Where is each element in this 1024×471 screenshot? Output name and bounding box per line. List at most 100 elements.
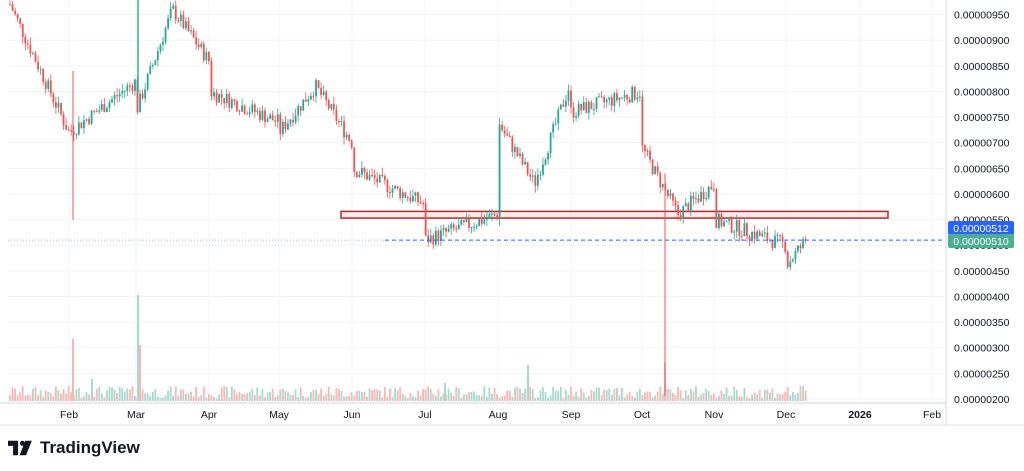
volume-bar	[144, 393, 147, 401]
volume-bar	[452, 395, 455, 401]
volume-bar	[42, 396, 45, 401]
volume-bar	[529, 386, 532, 401]
candle-body	[702, 191, 705, 200]
candle-body	[167, 18, 169, 29]
candle-body	[292, 119, 294, 123]
volume-bar	[562, 397, 565, 401]
candle-body	[552, 123, 555, 133]
candle-body	[394, 185, 396, 189]
candle-body	[590, 101, 593, 110]
volume-bar	[580, 388, 583, 401]
candle-body	[442, 228, 445, 231]
time-tick-label: Mar	[127, 409, 146, 421]
price-tick-label: 0.00000250	[954, 368, 1010, 380]
candle-body	[781, 236, 784, 242]
candle-body	[100, 104, 103, 111]
volume-bar	[167, 390, 169, 401]
candle-body	[651, 159, 654, 174]
volume-bar	[230, 386, 233, 401]
volume-bar	[447, 388, 450, 401]
volume-bar	[151, 391, 154, 401]
volume-bar	[343, 396, 345, 401]
candle-body	[353, 147, 356, 172]
volume-bar	[49, 392, 52, 401]
volume-bar	[786, 387, 789, 401]
volume-bar	[508, 390, 511, 401]
candle-body	[649, 151, 651, 160]
volume-bar	[348, 396, 351, 401]
candle-body	[786, 251, 789, 268]
candle-body	[559, 104, 562, 110]
volume-bar	[248, 391, 251, 401]
volume-bar	[159, 397, 162, 401]
volume-bar	[572, 395, 575, 401]
candle-body	[80, 122, 83, 129]
candle-body	[67, 129, 70, 131]
candle-body	[223, 98, 226, 104]
volume-bar	[312, 389, 315, 401]
candle-body	[213, 92, 215, 97]
candle-body	[483, 219, 486, 224]
candle-body	[554, 123, 557, 125]
candle-body	[358, 174, 361, 178]
volume-bar	[735, 389, 738, 401]
candle-body	[136, 79, 139, 113]
volume-bar	[445, 394, 447, 401]
candle-body	[271, 114, 274, 121]
candle-body	[348, 134, 351, 141]
volume-bar	[659, 386, 662, 401]
candle-body	[457, 224, 460, 230]
candle-body	[536, 174, 539, 186]
candle-body	[251, 104, 254, 113]
candle-body	[779, 234, 781, 237]
volume-bar	[131, 386, 134, 401]
volume-bar	[753, 392, 756, 401]
volume-bar	[740, 396, 743, 401]
candle-body	[70, 130, 73, 132]
candle-body	[52, 93, 55, 103]
volume-bar-spike	[72, 339, 74, 401]
volume-bar	[62, 389, 65, 401]
volume-bar	[32, 388, 34, 401]
price-tick-label: 0.00000950	[954, 10, 1010, 22]
volume-bar	[284, 390, 287, 401]
volume-bar	[378, 390, 381, 401]
candle-body	[404, 192, 407, 198]
volume-bar	[567, 394, 570, 401]
candle-body	[65, 124, 67, 130]
volume-bar	[253, 394, 256, 401]
volume-bar	[118, 387, 121, 401]
volume-bar	[386, 396, 389, 401]
volume-bar	[623, 397, 626, 401]
volume-bar	[585, 397, 588, 401]
volume-bar	[39, 390, 42, 401]
volume-bar	[603, 389, 606, 401]
volume-bar	[213, 396, 215, 401]
price-tick-label: 0.00000200	[954, 394, 1010, 406]
candle-body	[378, 174, 381, 183]
volume-bar	[157, 396, 159, 401]
volume-bar	[164, 395, 167, 401]
volume-bar	[251, 389, 254, 401]
candle-body	[544, 159, 547, 165]
volume-bar	[57, 390, 60, 401]
volume-bar	[710, 394, 713, 401]
candle-body	[437, 230, 440, 241]
volume-bar	[65, 393, 67, 401]
volume-bar	[373, 389, 376, 401]
candle-body	[763, 232, 766, 234]
volume-bar	[322, 395, 325, 401]
candle-body	[248, 112, 251, 115]
candle-body	[503, 130, 506, 134]
volume-bar	[223, 386, 226, 401]
volume-bar	[302, 395, 305, 401]
price-label-text: 0.00000510	[953, 236, 1009, 248]
volume-bar	[608, 388, 611, 401]
candle-body	[261, 110, 264, 120]
candle-body	[524, 162, 526, 165]
candle-body	[774, 235, 776, 248]
volume-bar	[702, 392, 705, 401]
volume-bar	[774, 397, 776, 401]
volume-bar	[47, 392, 50, 401]
candle-body	[485, 218, 488, 220]
